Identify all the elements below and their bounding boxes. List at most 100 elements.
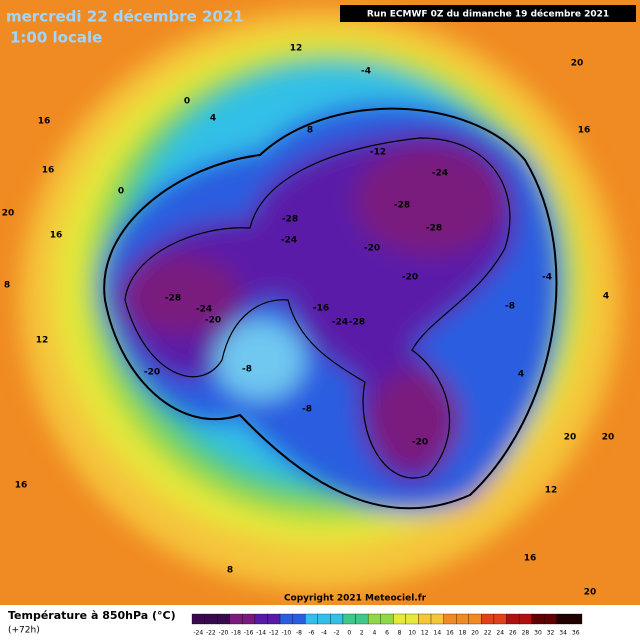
colorbar-swatch	[380, 613, 394, 625]
contour-label: -28	[394, 201, 410, 211]
colorbar-swatch	[443, 613, 457, 625]
colorbar-swatch	[456, 613, 469, 625]
contour-label: 8	[227, 566, 233, 576]
colorbar-swatch	[204, 613, 218, 625]
forecast-date: mercredi 22 décembre 2021	[6, 8, 244, 26]
copyright: Copyright 2021 Meteociel.fr	[284, 594, 427, 604]
colorbar-swatch	[305, 613, 318, 625]
contour-label: 12	[36, 336, 49, 346]
contour-label: -12	[370, 148, 386, 158]
colorbar-swatch	[468, 613, 482, 625]
contour-label: -24	[432, 169, 448, 179]
contour-label: -24	[196, 305, 212, 315]
colorbar-swatch	[518, 613, 532, 625]
colorbar-label: 0	[347, 630, 351, 637]
contour-label: 12	[545, 486, 558, 496]
run-box	[340, 5, 636, 22]
colorbar-label: 10	[408, 630, 416, 637]
colorbar-label: 8	[398, 630, 402, 637]
colorbar-label: -16	[244, 630, 254, 637]
colorbar-swatch	[405, 613, 419, 625]
contour-label: -8	[302, 405, 312, 415]
colorbar-swatch	[556, 613, 570, 625]
contour-label: 4	[210, 114, 216, 124]
colorbar-label: -22	[206, 630, 216, 637]
colorbar-swatch	[267, 613, 281, 625]
colorbar-swatch	[342, 613, 356, 625]
contour-label: -20	[402, 273, 418, 283]
contour-label: 16	[38, 117, 51, 127]
colorbar-swatch	[254, 613, 268, 625]
contour-label: 8	[4, 281, 10, 291]
contour-label: -20	[205, 316, 221, 326]
colorbar-label: 20	[471, 630, 479, 637]
colorbar-swatch	[418, 613, 432, 625]
contour-label: 16	[42, 166, 55, 176]
contour-label: -20	[364, 244, 380, 254]
colorbar-label: 36	[572, 630, 580, 637]
colorbar-label: -14	[256, 630, 266, 637]
colorbar-label: 22	[484, 630, 492, 637]
contour-label: 16	[50, 231, 63, 241]
contour-label: 20	[2, 209, 15, 219]
colorbar-swatch	[217, 613, 230, 625]
colorbar-label: 28	[522, 630, 530, 637]
contour-label: 4	[603, 292, 609, 302]
colorbar-label: 6	[385, 630, 389, 637]
colorbar-label: -24	[193, 630, 203, 637]
contour-label: -4	[361, 67, 371, 77]
contour-label: -28	[349, 318, 365, 328]
colorbar-swatch	[493, 613, 507, 625]
contour-label: -28	[165, 294, 181, 304]
contour-label: -4	[542, 273, 552, 283]
colorbar-swatch	[367, 613, 381, 625]
contour-label: 0	[118, 187, 124, 197]
colorbar-label: -18	[231, 630, 241, 637]
contour-label: 20	[571, 59, 584, 69]
forecast-time: 1:00 locale	[10, 29, 102, 47]
footer-title: Température à 850hPa (°C)	[8, 609, 176, 622]
run-info: Run ECMWF 0Z du dimanche 19 décembre 202…	[367, 9, 609, 20]
colorbar-swatch	[242, 613, 256, 625]
colorbar-label: -4	[321, 630, 327, 637]
colorbar-swatch	[430, 613, 444, 625]
contour-label: 12	[290, 44, 303, 54]
colorbar-swatch	[393, 613, 407, 625]
colorbar-label: 30	[534, 630, 542, 637]
colorbar-swatch	[317, 613, 331, 625]
colorbar-swatch	[191, 613, 205, 625]
contour-label: -28	[426, 224, 442, 234]
colorbar-label: -8	[296, 630, 302, 637]
colorbar-label: -20	[219, 630, 229, 637]
temperature-field	[0, 0, 640, 605]
colorbar-label: 26	[509, 630, 517, 637]
contour-label: -20	[144, 368, 160, 378]
colorbar: -24 -22 -20 -18 -16 -14 -12 -10 -8 -6 -4 -2 0 2 4 6 8 10 1…	[191, 613, 583, 637]
colorbar-swatch	[292, 613, 306, 625]
colorbar-swatch	[355, 613, 369, 625]
colorbar-label: 24	[496, 630, 504, 637]
colorbar-label: 4	[373, 630, 377, 637]
colorbar-label: 12	[421, 630, 429, 637]
contour-label: -24	[332, 318, 348, 328]
contour-label: 20	[602, 433, 615, 443]
contour-label: 8	[307, 126, 313, 136]
contour-label: -8	[242, 365, 252, 375]
contour-label: 16	[15, 481, 28, 491]
contour-label: -8	[505, 302, 515, 312]
colorbar-label: -6	[309, 630, 315, 637]
colorbar-label: 16	[446, 630, 454, 637]
contour-label: -24	[281, 236, 297, 246]
colorbar-label: 14	[434, 630, 442, 637]
colorbar-swatch	[569, 613, 583, 625]
contour-label: -16	[313, 304, 329, 314]
colorbar-swatch	[229, 613, 243, 625]
colorbar-label: 2	[360, 630, 364, 637]
contour-label: 16	[524, 554, 537, 564]
colorbar-swatch	[330, 613, 344, 625]
contour-label: 16	[578, 126, 591, 136]
colorbar-label: -10	[281, 630, 291, 637]
contour-label: 0	[184, 97, 190, 107]
colorbar-label: 32	[547, 630, 555, 637]
contour-label: 20	[584, 588, 597, 598]
